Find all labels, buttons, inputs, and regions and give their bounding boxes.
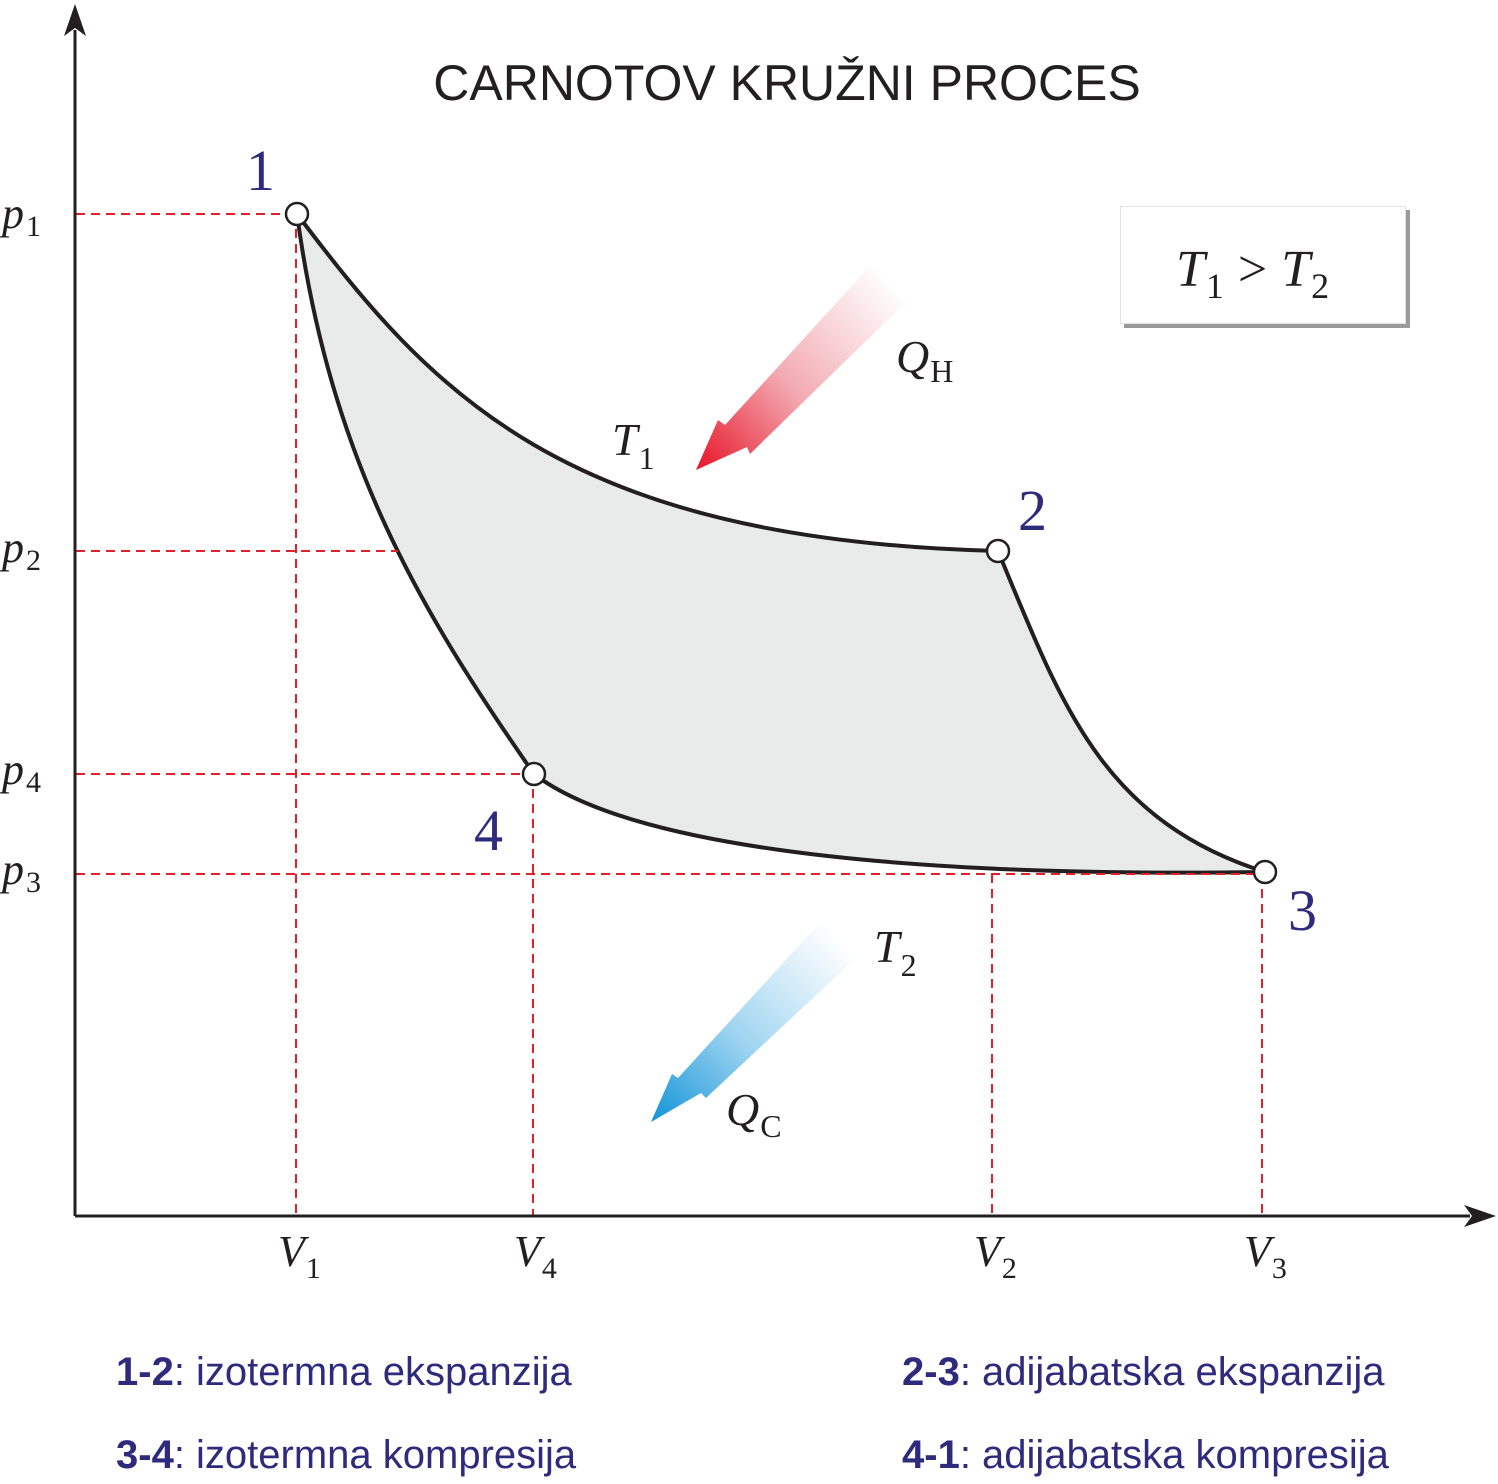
legend-key: 2-3 (902, 1350, 960, 1394)
guide-lines (76, 213, 1265, 1215)
legend-text: : izotermna ekspanzija (173, 1350, 572, 1394)
state-point-2 (985, 538, 1011, 564)
y-axis-arrowhead (64, 4, 86, 36)
point-label-2: 2 (1018, 478, 1047, 543)
heat-out-label: QC (726, 1084, 782, 1144)
state-points (284, 201, 1278, 885)
legend-key: 1-2 (116, 1350, 174, 1394)
legend-text: : izotermna kompresija (173, 1433, 577, 1477)
point-label-1: 1 (246, 138, 275, 203)
point-label-4: 4 (474, 798, 503, 863)
legend-item-1-2: 1-2: izotermna ekspanzija (116, 1350, 572, 1395)
heat-out-arrow (651, 918, 858, 1122)
isotherm-label-hot: T1 (612, 414, 655, 476)
state-point-4 (521, 761, 547, 787)
diagram-title: CARNOTOV KRUŽNI PROCES (433, 55, 1141, 111)
pressure-label-p3: p3 (0, 845, 41, 899)
heat-in-label: QH (896, 331, 953, 389)
pressure-label-p1: p1 (0, 189, 41, 243)
legend-text: : adijabatska ekspanzija (959, 1350, 1385, 1394)
isotherm-label-cold: T2 (874, 921, 917, 983)
legend-key: 4-1 (902, 1433, 960, 1477)
axes (64, 4, 1496, 1227)
temperature-condition-box (1120, 206, 1406, 324)
legend-item-4-1: 4-1: adijabatska kompresija (902, 1433, 1389, 1478)
point-label-3: 3 (1288, 878, 1317, 943)
volume-label-v3: V3 (1244, 1227, 1287, 1285)
legend-text: : adijabatska kompresija (959, 1433, 1389, 1477)
legend-key: 3-4 (116, 1433, 174, 1477)
pressure-label-p4: p4 (0, 745, 41, 799)
heat-in-arrow (696, 266, 904, 470)
volume-label-v1: V1 (278, 1227, 321, 1285)
state-point-1 (284, 201, 310, 227)
volume-label-v2: V2 (974, 1227, 1017, 1285)
x-axis-arrowhead (1464, 1205, 1496, 1227)
state-point-3 (1252, 859, 1278, 885)
volume-label-v4: V4 (514, 1227, 557, 1285)
pressure-label-p2: p2 (0, 523, 41, 577)
legend-item-2-3: 2-3: adijabatska ekspanzija (902, 1350, 1385, 1395)
legend-item-3-4: 3-4: izotermna kompresija (116, 1433, 576, 1478)
